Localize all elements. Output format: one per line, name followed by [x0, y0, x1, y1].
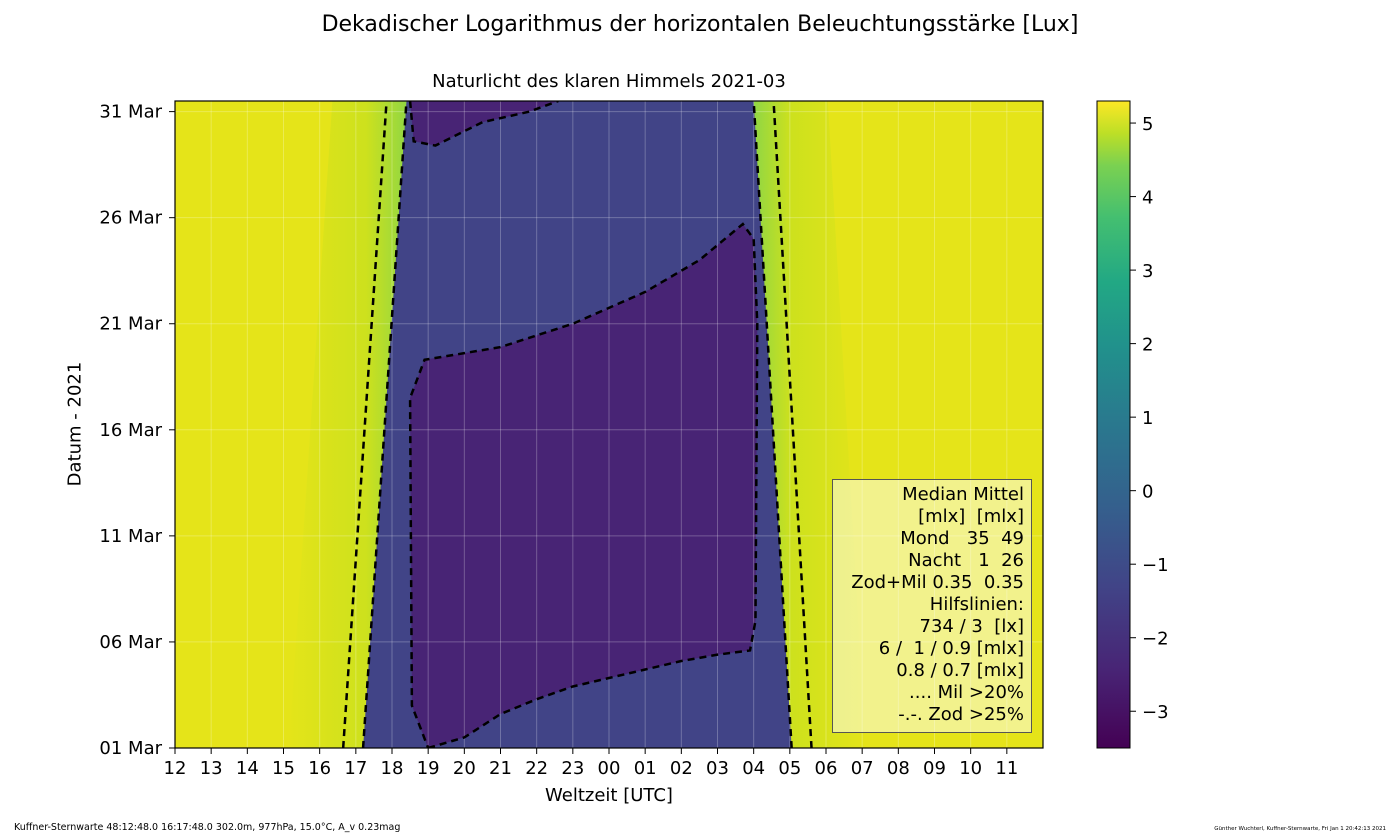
- colorbar-tick-label: −2: [1142, 629, 1169, 650]
- moon-contour-line-top: [408, 101, 559, 147]
- colorbar-tick-label: 3: [1142, 261, 1153, 282]
- y-tick-label: 01 Mar: [99, 738, 162, 759]
- y-tick-label: 26 Mar: [99, 208, 162, 229]
- twilight-contour-line: [752, 101, 793, 748]
- x-tick-label: 20: [453, 758, 476, 779]
- x-tick-label: 10: [959, 758, 982, 779]
- x-tick-label: 14: [236, 758, 259, 779]
- y-tick-label: 31 Mar: [99, 102, 162, 123]
- x-tick-label: 18: [381, 758, 404, 779]
- x-tick-label: 08: [887, 758, 910, 779]
- chart-title: Naturlicht des klaren Himmels 2021-03: [432, 71, 786, 92]
- colorbar-tick-label: 5: [1142, 114, 1153, 135]
- moon-contour-line: [408, 222, 759, 748]
- colorbar-tick-label: 1: [1142, 408, 1153, 429]
- x-axis-label: Weltzeit [UTC]: [545, 785, 673, 806]
- legend-line: Zod+Mil 0.35 0.35: [851, 572, 1024, 593]
- x-tick-label: 05: [778, 758, 801, 779]
- colorbar: [1096, 100, 1131, 749]
- x-tick-label: 21: [489, 758, 512, 779]
- legend-line: Median Mittel: [902, 484, 1024, 505]
- x-tick-label: 03: [706, 758, 729, 779]
- colorbar-tick-label: 0: [1142, 482, 1153, 503]
- twilight-contour-line: [772, 101, 813, 748]
- x-tick-label: 11: [995, 758, 1018, 779]
- colorbar-tick-label: −3: [1142, 702, 1169, 723]
- colorbar-tick-label: 2: [1142, 335, 1153, 356]
- x-tick-label: 15: [272, 758, 295, 779]
- y-tick-label: 21 Mar: [99, 314, 162, 335]
- x-tick-label: 01: [634, 758, 657, 779]
- x-tick-label: 13: [200, 758, 223, 779]
- legend-line: .... Mil >20%: [909, 682, 1024, 703]
- legend-line: [mlx] [mlx]: [918, 506, 1024, 527]
- x-tick-label: 17: [344, 758, 367, 779]
- x-tick-label: 00: [598, 758, 621, 779]
- legend-line: 734 / 3 [lx]: [919, 616, 1024, 637]
- x-tick-label: 04: [742, 758, 765, 779]
- twilight-contour-line: [341, 101, 388, 748]
- x-tick-label: 07: [851, 758, 874, 779]
- colorbar-tick-label: −1: [1142, 555, 1169, 576]
- footer-credit: Günther Wuchterl, Kuffner-Sternwarte, Fr…: [1214, 826, 1386, 832]
- twilight-contour-line: [361, 101, 408, 748]
- x-tick-label: 16: [308, 758, 331, 779]
- region-dark-night-top: [410, 101, 559, 146]
- x-tick-label: 06: [815, 758, 838, 779]
- legend-line: Nacht 1 26: [908, 550, 1024, 571]
- legend-line: -.-. Zod >25%: [898, 704, 1024, 725]
- legend-line: Hilfslinien:: [929, 594, 1024, 615]
- x-tick-label: 12: [164, 758, 187, 779]
- x-tick-label: 22: [525, 758, 548, 779]
- y-tick-label: 16 Mar: [99, 420, 162, 441]
- x-tick-label: 09: [923, 758, 946, 779]
- y-tick-label: 06 Mar: [99, 632, 162, 653]
- x-tick-label: 23: [561, 758, 584, 779]
- legend-line: 0.8 / 0.7 [mlx]: [896, 660, 1024, 681]
- legend-line: Mond 35 49: [900, 528, 1024, 549]
- figure-title: Dekadischer Logarithmus der horizontalen…: [321, 12, 1079, 37]
- footer-location: Kuffner-Sternwarte 48:12:48.0 16:17:48.0…: [14, 822, 401, 833]
- x-tick-label: 02: [670, 758, 693, 779]
- colorbar-tick-label: 4: [1142, 188, 1153, 209]
- legend-box: Median Mittel [mlx] [mlx] Mond 35 49 Nacht …: [832, 479, 1032, 733]
- y-tick-label: 11 Mar: [99, 526, 162, 547]
- legend-line: 6 / 1 / 0.9 [mlx]: [878, 638, 1024, 659]
- region-dark-night: [410, 224, 758, 748]
- x-tick-label: 19: [417, 758, 440, 779]
